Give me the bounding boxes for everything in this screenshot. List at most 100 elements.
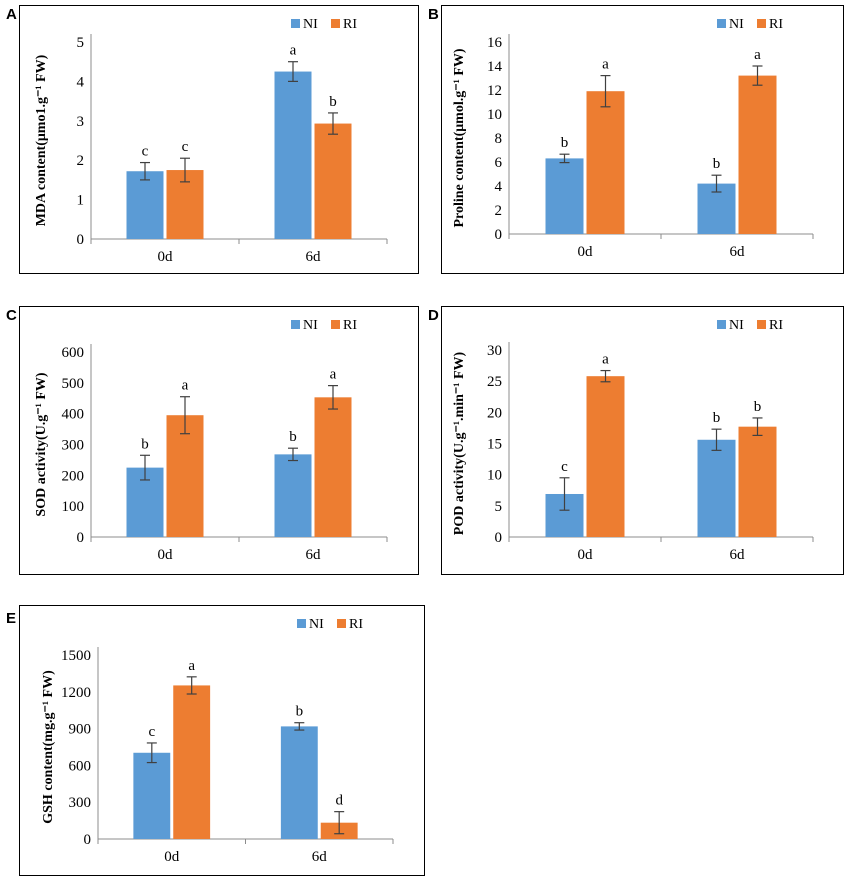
- legend-label-ri: RI: [343, 318, 357, 333]
- legend-swatch-ni: [297, 619, 306, 628]
- bar-ri: [314, 397, 352, 537]
- y-tick-label: 1200: [61, 685, 91, 701]
- x-tick-label: 6d: [730, 547, 746, 563]
- bar-ri: [314, 123, 352, 239]
- y-tick-label: 10: [487, 107, 502, 123]
- y-tick-label: 14: [487, 59, 503, 75]
- bar-ri: [586, 376, 625, 537]
- legend-label-ri: RI: [769, 17, 783, 32]
- x-tick-label: 0d: [578, 244, 594, 260]
- y-tick-label: 5: [77, 35, 85, 51]
- y-tick-label: 0: [77, 530, 85, 546]
- legend-label-ni: NI: [309, 617, 324, 632]
- bar-ni: [274, 454, 312, 537]
- y-tick-label: 2: [77, 153, 85, 169]
- legend-swatch-ni: [717, 19, 726, 28]
- y-tick-label: 16: [487, 35, 503, 51]
- y-tick-label: 300: [69, 795, 92, 811]
- legend-swatch-ni: [291, 19, 300, 28]
- y-tick-label: 300: [62, 438, 85, 454]
- y-tick-label: 4: [77, 74, 85, 90]
- y-tick-label: 15: [487, 437, 502, 453]
- y-tick-label: 4: [495, 179, 503, 195]
- significance-label: b: [561, 135, 569, 151]
- panel-letter-d: D: [428, 307, 439, 324]
- legend-swatch-ni: [291, 320, 300, 329]
- legend-swatch-ri: [757, 19, 766, 28]
- y-axis-title: MDA content(μmo1.g⁻¹ FW): [34, 54, 49, 226]
- y-tick-label: 2: [495, 203, 503, 219]
- proline-chart: 0 2 4 6 8 10 12 14 16 Proline content(μmol.g⁻¹ FW…: [452, 17, 814, 260]
- y-axis-title: Proline content(μmol.g⁻¹ FW): [452, 48, 467, 227]
- y-tick-label: 1: [77, 193, 85, 209]
- legend-swatch-ri: [757, 320, 766, 329]
- y-tick-label: 20: [487, 405, 502, 421]
- y-tick-label: 600: [69, 758, 92, 774]
- legend-label-ri: RI: [769, 318, 783, 333]
- x-tick-label: 0d: [158, 249, 174, 265]
- significance-label: a: [182, 378, 189, 394]
- y-tick-label: 10: [487, 468, 502, 484]
- x-tick-label: 6d: [306, 547, 322, 563]
- chart-panel-a: 0 1 2 3 4 5 MDA content(μmo1.g⁻¹ FW) 0d c c 6d a b NI…: [19, 5, 419, 274]
- legend-label-ni: NI: [729, 318, 744, 333]
- legend-label-ri: RI: [343, 17, 357, 32]
- bar-ni: [274, 71, 312, 239]
- y-tick-label: 25: [487, 374, 502, 390]
- y-tick-label: 3: [77, 114, 85, 130]
- significance-label: b: [329, 94, 337, 110]
- legend-swatch-ri: [331, 320, 340, 329]
- legend-swatch-ni: [717, 320, 726, 329]
- significance-label: c: [182, 139, 189, 155]
- y-axis-title: SOD activity(U.g⁻¹ FW): [34, 372, 49, 517]
- chart-panel-b: 0 2 4 6 8 10 12 14 16 Proline content(μmol.g⁻¹ FW…: [441, 5, 844, 274]
- x-tick-label: 6d: [312, 849, 328, 865]
- bar-ni: [545, 158, 584, 234]
- x-tick-label: 6d: [730, 244, 746, 260]
- bar-ri: [586, 91, 625, 234]
- y-tick-label: 0: [77, 232, 85, 248]
- y-tick-label: 0: [495, 530, 503, 546]
- panel-letter-a: A: [6, 6, 17, 23]
- bar-ri: [173, 685, 211, 839]
- y-tick-label: 600: [62, 345, 85, 361]
- sod-chart: 0 100 200 300 400 500 600 SOD activity(U.g⁻¹ FW…: [34, 318, 388, 563]
- significance-label: a: [330, 367, 337, 383]
- x-tick-label: 0d: [164, 849, 180, 865]
- significance-label: c: [561, 459, 568, 475]
- legend-swatch-ri: [331, 19, 340, 28]
- significance-label: b: [754, 399, 762, 415]
- significance-label: c: [142, 144, 149, 160]
- bar-ri: [166, 415, 204, 537]
- significance-label: a: [754, 47, 761, 63]
- y-tick-label: 1500: [61, 648, 91, 664]
- significance-label: b: [289, 429, 297, 445]
- x-tick-label: 6d: [306, 249, 322, 265]
- y-axis-title: GSH content(mg.g⁻¹ FW): [41, 670, 56, 824]
- significance-label: b: [141, 436, 149, 452]
- significance-label: a: [602, 352, 609, 368]
- legend-label-ni: NI: [303, 17, 318, 32]
- legend-label-ni: NI: [303, 318, 318, 333]
- panel-letter-e: E: [6, 610, 17, 627]
- y-tick-label: 400: [62, 407, 85, 423]
- bar-ni: [280, 726, 318, 839]
- bar-ri: [738, 75, 777, 234]
- y-tick-label: 12: [487, 83, 502, 99]
- y-tick-label: 8: [495, 131, 503, 147]
- significance-label: a: [602, 57, 609, 73]
- mda-chart: 0 1 2 3 4 5 MDA content(μmo1.g⁻¹ FW) 0d c c 6d a b NI…: [34, 17, 388, 265]
- y-axis-title: POD activity(U.g⁻¹.min⁻¹ FW): [452, 351, 467, 535]
- significance-label: d: [335, 793, 343, 809]
- chart-panel-d: 0 5 10 15 20 25 30 POD activity(U.g⁻¹.min⁻¹ FW)…: [441, 306, 844, 575]
- chart-panel-e: 0 300 600 900 1200 1500 GSH content(mg.g⁻¹ FW)…: [19, 605, 425, 876]
- y-tick-label: 6: [495, 155, 503, 171]
- bar-ni: [133, 752, 171, 839]
- pod-chart: 0 5 10 15 20 25 30 POD activity(U.g⁻¹.min⁻¹ FW)…: [452, 318, 814, 563]
- bar-ni: [126, 171, 164, 239]
- significance-label: b: [713, 156, 721, 172]
- y-tick-label: 100: [62, 499, 85, 515]
- x-tick-label: 0d: [578, 547, 594, 563]
- y-tick-label: 5: [495, 499, 503, 515]
- bar-ri: [738, 426, 777, 537]
